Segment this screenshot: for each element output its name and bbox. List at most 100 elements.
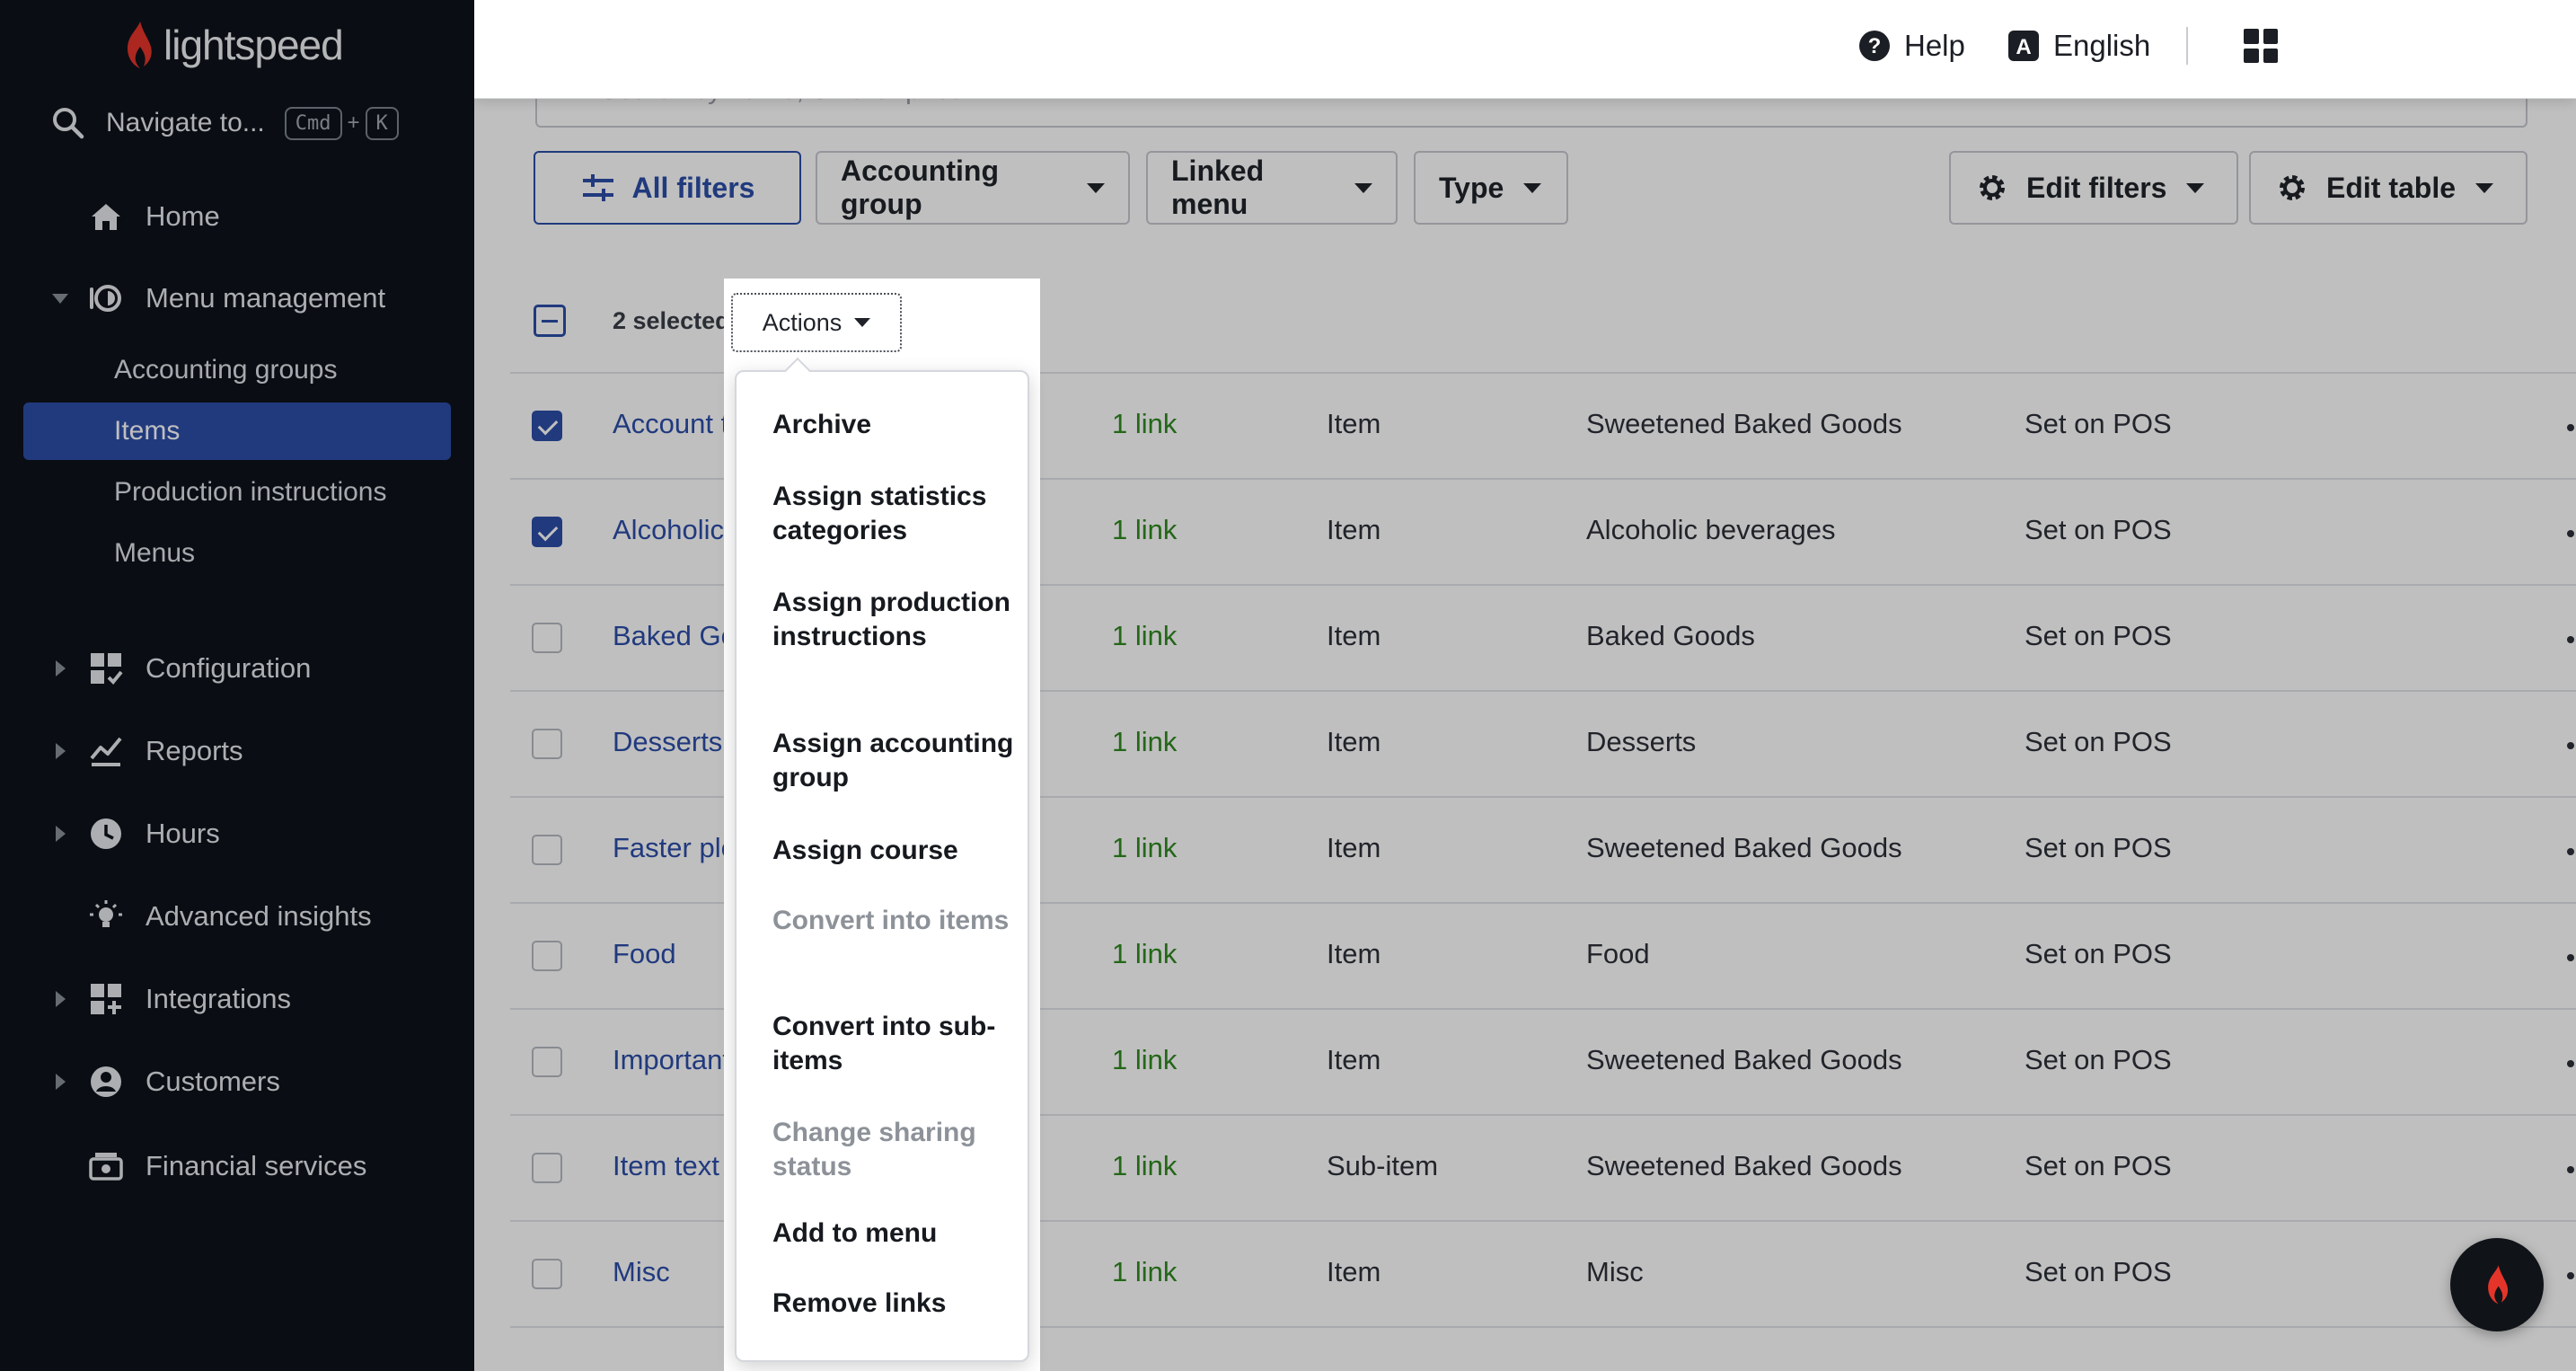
accounting-group: Alcoholic beverages bbox=[1586, 514, 1836, 545]
sidebar-item-items[interactable]: Items bbox=[23, 402, 451, 460]
linked-menu-link[interactable]: 1 link bbox=[1112, 1044, 1178, 1075]
type-filter[interactable]: Type bbox=[1414, 151, 1568, 225]
shortcut-k: K bbox=[365, 106, 399, 140]
language-selector[interactable]: A English bbox=[2007, 25, 2150, 66]
sidebar-item-accounting-groups[interactable]: Accounting groups bbox=[23, 341, 451, 399]
sidebar-label-configuration: Configuration bbox=[146, 652, 312, 684]
all-filters-button[interactable]: All filters bbox=[534, 151, 801, 225]
accounting-group-filter[interactable]: Accounting group bbox=[816, 151, 1130, 225]
linked-menu-link[interactable]: 1 link bbox=[1112, 938, 1178, 969]
linked-menu-link[interactable]: 1 link bbox=[1112, 1150, 1178, 1181]
chevron-right-icon bbox=[56, 743, 66, 759]
item-name-link[interactable]: Important bbox=[613, 1044, 730, 1075]
sidebar-item-production-instructions[interactable]: Production instructions bbox=[23, 464, 451, 521]
user-icon bbox=[91, 1066, 121, 1097]
table-row[interactable]: Food 1 link Item Food Set on POS bbox=[510, 902, 2576, 1008]
sidebar-label-financial-services: Financial services bbox=[146, 1150, 367, 1181]
sidebar-item-financial-services[interactable]: Financial services bbox=[0, 1139, 474, 1193]
flame-icon bbox=[2488, 1265, 2509, 1305]
gear-icon bbox=[2280, 175, 2305, 200]
pos-status: Set on POS bbox=[2025, 1256, 2172, 1287]
lightspeed-logo[interactable]: lightspeed bbox=[120, 16, 344, 74]
menu-item-assign-accounting-group[interactable]: Assign accounting group bbox=[772, 729, 1014, 792]
menu-item-change-sharing-status: Change sharing status bbox=[772, 1118, 976, 1181]
table-row[interactable]: Account te 1 link Item Sweetened Baked Good… bbox=[510, 372, 2576, 478]
chevron-right-icon bbox=[56, 826, 66, 842]
table-row[interactable]: Desserts 1 link Item Desserts Set on POS bbox=[510, 690, 2576, 796]
sidebar-item-customers[interactable]: Customers bbox=[0, 1055, 474, 1109]
item-name-link[interactable]: Food bbox=[613, 938, 676, 969]
accounting-group: Sweetened Baked Goods bbox=[1586, 832, 1902, 863]
menu-item-assign-statistics-categories[interactable]: Assign statistics categories bbox=[772, 482, 987, 545]
menu-item-convert-into-sub-items[interactable]: Convert into sub-items bbox=[772, 1012, 996, 1075]
sidebar-item-menus[interactable]: Menus bbox=[23, 525, 451, 582]
row-checkbox[interactable] bbox=[532, 835, 562, 865]
sidebar-label-home: Home bbox=[146, 200, 220, 232]
menu-item-convert-into-items: Convert into items bbox=[772, 906, 1010, 935]
item-name-link[interactable]: Desserts bbox=[613, 726, 723, 757]
table-row[interactable]: Misc 1 link Item Misc Set on POS bbox=[510, 1220, 2576, 1326]
table-row[interactable]: Faster ple 1 link Item Sweetened Baked Good… bbox=[510, 796, 2576, 902]
row-checkbox[interactable] bbox=[532, 1153, 562, 1183]
svg-text:?: ? bbox=[1868, 34, 1882, 58]
linked-menu-link[interactable]: 1 link bbox=[1112, 620, 1178, 651]
pos-status: Set on POS bbox=[2025, 1044, 2172, 1075]
row-checkbox[interactable] bbox=[532, 517, 562, 547]
sidebar-item-integrations[interactable]: Integrations bbox=[0, 972, 474, 1026]
edit-table-label: Edit table bbox=[2326, 171, 2457, 204]
reports-chart-icon bbox=[90, 737, 122, 766]
item-name-link[interactable]: Account te bbox=[613, 408, 745, 439]
pos-status: Set on POS bbox=[2025, 1150, 2172, 1181]
navigate-to-search[interactable]: Navigate to... Cmd + K bbox=[50, 101, 399, 146]
select-all-checkbox[interactable] bbox=[534, 305, 566, 337]
sidebar-item-configuration[interactable]: Configuration bbox=[0, 641, 474, 695]
table-row[interactable]: Item text 1 link Sub-item Sweetened Baked G… bbox=[510, 1114, 2576, 1220]
caret-down-icon bbox=[1087, 182, 1105, 193]
linked-menu-filter[interactable]: Linked menu bbox=[1146, 151, 1398, 225]
linked-menu-link[interactable]: 1 link bbox=[1112, 832, 1178, 863]
row-more-indicator bbox=[2567, 424, 2574, 431]
pos-status: Set on POS bbox=[2025, 408, 2172, 439]
table-row[interactable]: Important 1 link Item Sweetened Baked Goods… bbox=[510, 1008, 2576, 1114]
linked-menu-link[interactable]: 1 link bbox=[1112, 726, 1178, 757]
sidebar-item-home[interactable]: Home bbox=[0, 190, 474, 243]
item-type: Item bbox=[1327, 1256, 1381, 1287]
row-checkbox[interactable] bbox=[532, 623, 562, 653]
menu-item-archive[interactable]: Archive bbox=[772, 410, 872, 439]
edit-filters-button[interactable]: Edit filters bbox=[1949, 151, 2238, 225]
edit-table-button[interactable]: Edit table bbox=[2249, 151, 2527, 225]
menu-item-add-to-menu[interactable]: Add to menu bbox=[772, 1218, 938, 1248]
row-checkbox[interactable] bbox=[532, 1259, 562, 1289]
row-more-indicator bbox=[2567, 954, 2574, 961]
linked-menu-link[interactable]: 1 link bbox=[1112, 1256, 1178, 1287]
row-checkbox[interactable] bbox=[532, 729, 562, 759]
sidebar-item-menu-management[interactable]: Menu management bbox=[0, 271, 474, 325]
row-more-indicator bbox=[2567, 1060, 2574, 1067]
sidebar-item-advanced-insights[interactable]: Advanced insights bbox=[0, 889, 474, 943]
selected-count: 2 selected bbox=[613, 306, 730, 334]
row-checkbox[interactable] bbox=[532, 411, 562, 441]
sidebar-item-reports[interactable]: Reports bbox=[0, 724, 474, 778]
actions-button[interactable]: Actions bbox=[731, 293, 902, 352]
item-type: Item bbox=[1327, 408, 1381, 439]
table-row[interactable] bbox=[510, 1326, 2576, 1371]
menu-item-assign-course[interactable]: Assign course bbox=[772, 836, 958, 865]
menu-item-remove-links[interactable]: Remove links bbox=[772, 1288, 947, 1318]
apps-grid-icon[interactable] bbox=[2244, 29, 2278, 63]
row-checkbox[interactable] bbox=[532, 941, 562, 971]
sidebar-item-hours[interactable]: Hours bbox=[0, 807, 474, 861]
item-name-link[interactable]: Misc bbox=[613, 1256, 670, 1287]
lightspeed-assistant-button[interactable] bbox=[2450, 1238, 2544, 1331]
item-name-link[interactable]: Faster ple bbox=[613, 832, 737, 863]
sidebar: lightspeed Navigate to... Cmd + K Home M… bbox=[0, 0, 474, 1371]
linked-menu-link[interactable]: 1 link bbox=[1112, 514, 1178, 545]
caret-down-icon bbox=[1523, 182, 1542, 193]
integrations-icon bbox=[91, 984, 121, 1014]
help-button[interactable]: ? Help bbox=[1857, 25, 1965, 66]
item-name-link[interactable]: Item text bbox=[613, 1150, 719, 1181]
accounting-group: Baked Goods bbox=[1586, 620, 1755, 651]
menu-item-assign-production-instructions[interactable]: Assign production instructions bbox=[772, 588, 1010, 651]
chevron-down-icon bbox=[52, 293, 68, 304]
linked-menu-link[interactable]: 1 link bbox=[1112, 408, 1178, 439]
row-checkbox[interactable] bbox=[532, 1047, 562, 1077]
